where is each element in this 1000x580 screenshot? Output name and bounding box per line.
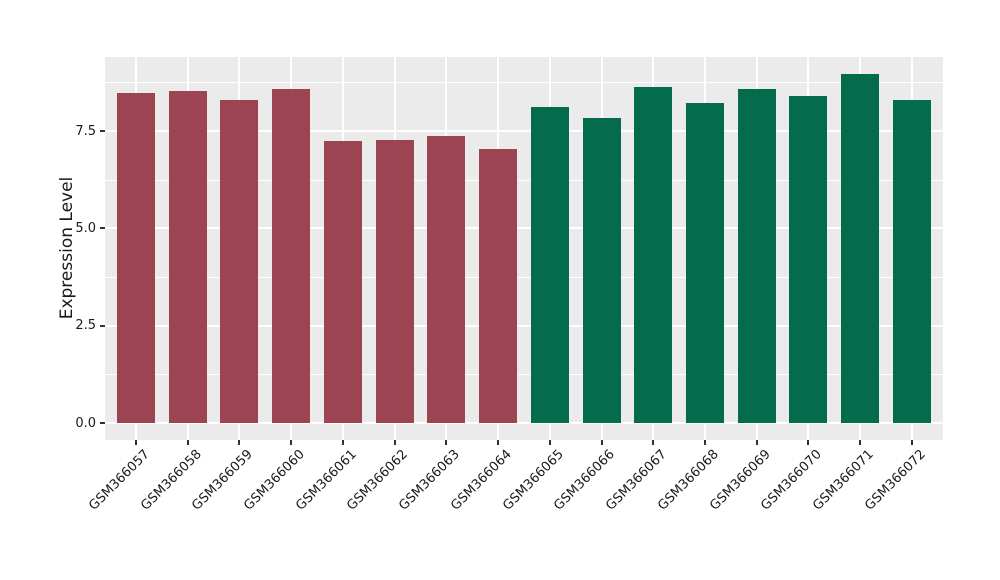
bar-GSM366068 xyxy=(686,103,725,423)
x-tick-mark xyxy=(807,440,810,445)
x-tick-mark xyxy=(600,440,603,445)
gridline-major-horizontal xyxy=(105,227,943,230)
bar-GSM366061 xyxy=(323,141,362,423)
x-tick-mark xyxy=(704,440,707,445)
gridline-major-horizontal xyxy=(105,324,943,327)
x-tick-mark xyxy=(393,440,396,445)
x-tick-mark xyxy=(135,440,137,445)
bar-GSM366064 xyxy=(479,148,518,423)
bar-GSM366062 xyxy=(375,139,414,423)
bar-GSM366057 xyxy=(117,93,155,423)
bar-GSM366069 xyxy=(737,89,776,423)
x-tick-mark xyxy=(290,440,293,445)
x-tick-mark xyxy=(910,440,913,445)
x-tick-mark xyxy=(652,440,655,445)
y-tick-label: 0.0 xyxy=(75,415,96,431)
bar-GSM366059 xyxy=(220,99,259,423)
x-tick-mark xyxy=(186,440,189,445)
bar-GSM366072 xyxy=(892,99,931,423)
y-tick-label: 5.0 xyxy=(75,220,96,236)
gridline-minor-horizontal xyxy=(105,82,943,84)
bar-GSM366063 xyxy=(427,136,466,423)
bar-GSM366070 xyxy=(789,95,828,423)
plot-panel xyxy=(105,57,943,440)
gridline-major-horizontal xyxy=(105,130,943,133)
y-tick-label: 7.5 xyxy=(75,123,96,139)
x-tick-mark xyxy=(548,440,551,445)
x-tick-mark xyxy=(859,440,862,445)
gridline-minor-horizontal xyxy=(105,277,943,278)
gridline-major-horizontal xyxy=(105,422,943,424)
y-tick-mark xyxy=(100,227,105,230)
bar-GSM366065 xyxy=(530,106,569,423)
y-tick-mark xyxy=(100,324,105,327)
bar-GSM366058 xyxy=(168,90,207,423)
y-tick-label: 2.5 xyxy=(75,318,96,334)
x-tick-mark xyxy=(341,440,344,445)
y-tick-mark xyxy=(100,130,105,133)
bar-GSM366060 xyxy=(272,89,311,423)
gridline-minor-horizontal xyxy=(105,374,943,376)
x-tick-mark xyxy=(238,440,241,445)
y-axis-title: Expression Level xyxy=(57,176,77,320)
bar-GSM366066 xyxy=(582,118,621,423)
x-tick-mark xyxy=(755,440,758,445)
bar-GSM366067 xyxy=(634,87,673,423)
gridline-minor-horizontal xyxy=(105,179,943,181)
y-tick-mark xyxy=(100,422,105,424)
x-tick-mark xyxy=(445,440,448,445)
bar-GSM366071 xyxy=(841,73,880,423)
x-tick-mark xyxy=(497,440,500,445)
